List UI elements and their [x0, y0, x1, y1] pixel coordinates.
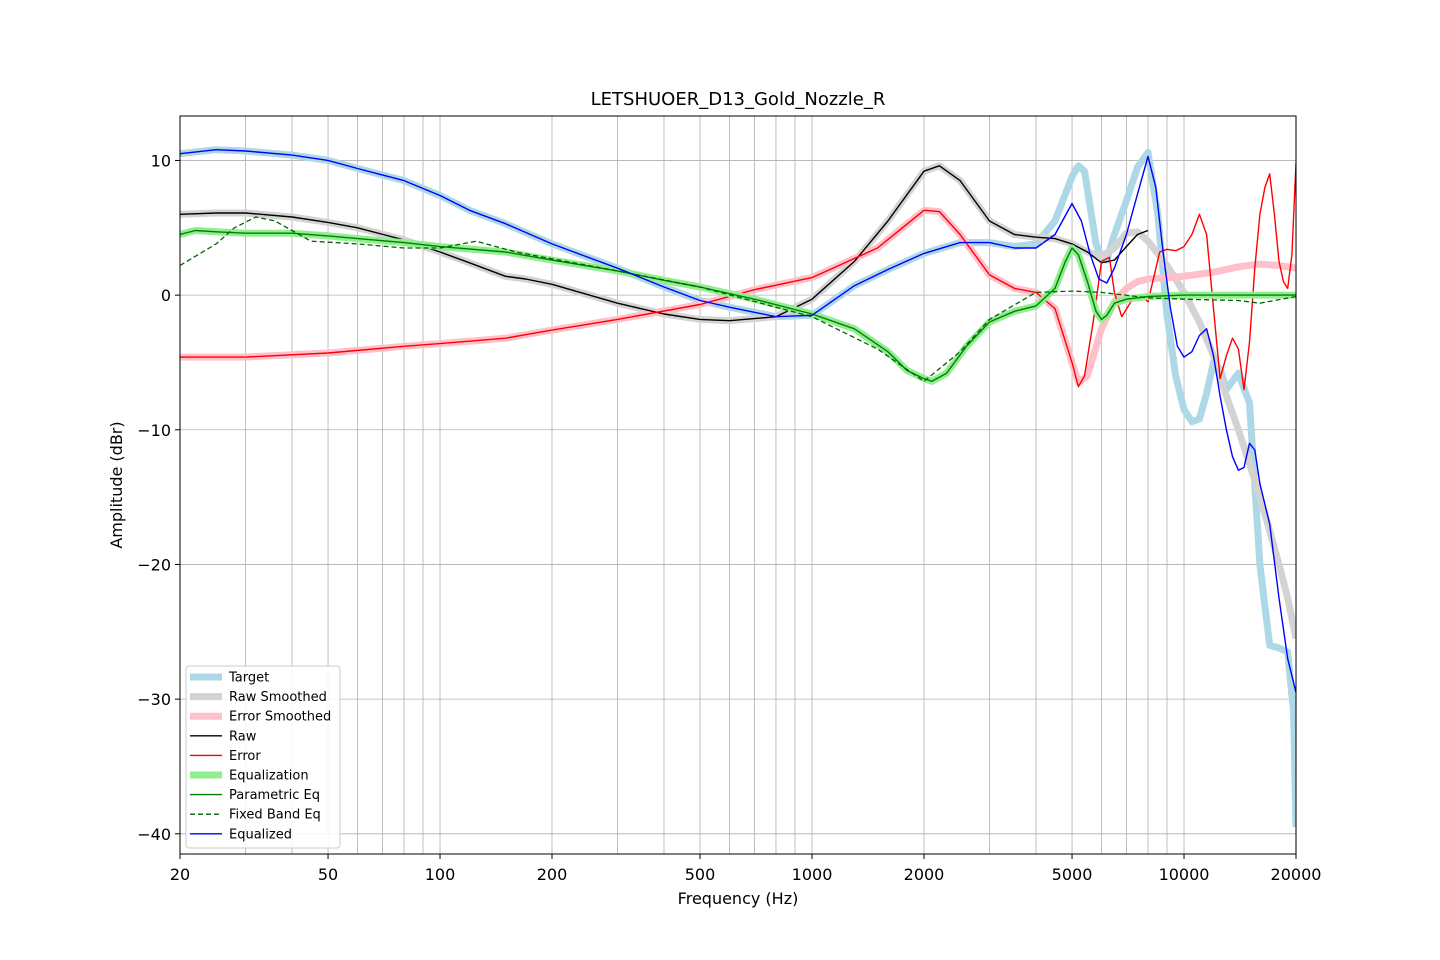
y-tick-label: 10 — [151, 151, 171, 170]
x-tick-label: 50 — [318, 865, 338, 884]
series-line-fixed-band-eq — [180, 216, 1296, 382]
legend-label-error: Error — [229, 749, 261, 764]
legend: Target Raw Smoothed Error Smoothed Raw Error… — [185, 665, 341, 849]
x-tick-label: 1000 — [792, 865, 833, 884]
series-line-error — [180, 163, 1296, 391]
x-tick-label: 5000 — [1052, 865, 1093, 884]
legend-label-equalization: Equalization — [229, 769, 309, 784]
y-tick-label: 0 — [161, 286, 171, 305]
axis-ticks: 20 50 100 200 500 1000 2000 5000 10000 20000100−1… — [137, 151, 1321, 884]
x-tick-label: 20000 — [1271, 865, 1322, 884]
legend-label-parametric-eq: Parametric Eq — [229, 788, 320, 803]
legend-label-error-smoothed: Error Smoothed — [229, 710, 331, 725]
y-tick-label: −20 — [137, 555, 171, 574]
chart-title: LETSHUOER_D13_Gold_Nozzle_R — [591, 89, 886, 110]
legend-label-raw-smoothed: Raw Smoothed — [229, 690, 327, 705]
series-line-parametric-eq — [180, 229, 1296, 382]
series-line-equalized — [180, 149, 1296, 693]
legend-label-equalized: Equalized — [229, 827, 292, 842]
legend-label-target: Target — [228, 671, 269, 686]
grid — [179, 116, 1297, 854]
legend-label-raw: Raw — [229, 729, 257, 744]
x-tick-label: 500 — [685, 865, 716, 884]
x-tick-label: 10000 — [1159, 865, 1210, 884]
x-tick-label: 2000 — [904, 865, 945, 884]
y-tick-label: −40 — [137, 825, 171, 844]
series-group — [180, 146, 1296, 828]
legend-label-fixed-band-eq: Fixed Band Eq — [229, 808, 321, 823]
x-tick-label: 100 — [425, 865, 456, 884]
y-tick-label: −10 — [137, 421, 171, 440]
x-tick-label: 20 — [170, 865, 190, 884]
legend-box — [185, 665, 341, 849]
y-axis-label: Amplitude (dBr) — [107, 421, 126, 548]
x-tick-label: 200 — [537, 865, 568, 884]
y-tick-label: −30 — [137, 690, 171, 709]
x-axis-label: Frequency (Hz) — [678, 889, 799, 908]
plot-frame — [179, 115, 1297, 855]
